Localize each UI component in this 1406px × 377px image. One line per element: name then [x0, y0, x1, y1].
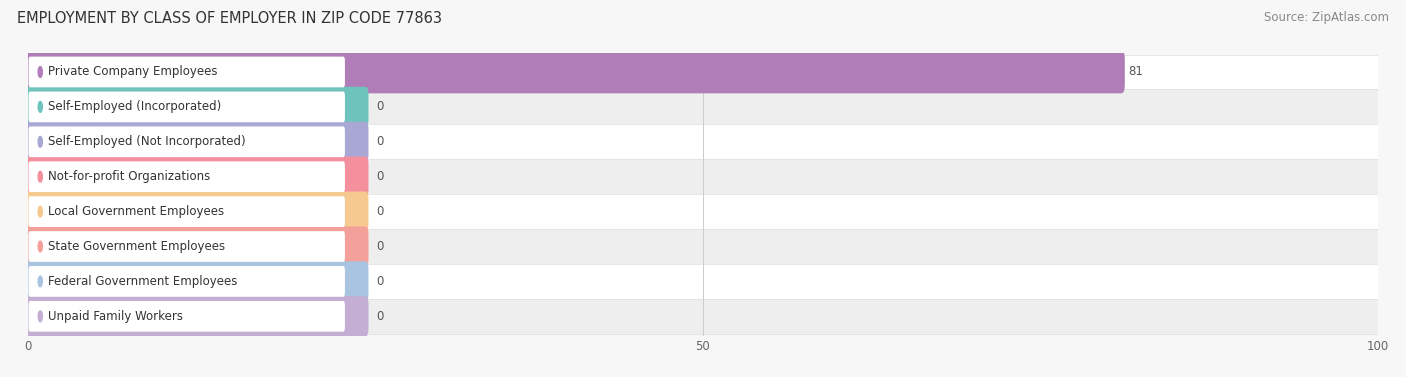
FancyBboxPatch shape: [14, 299, 1392, 334]
Text: Self-Employed (Incorporated): Self-Employed (Incorporated): [48, 100, 221, 113]
Circle shape: [38, 311, 42, 322]
FancyBboxPatch shape: [28, 231, 344, 262]
Text: Local Government Employees: Local Government Employees: [48, 205, 224, 218]
Text: 0: 0: [377, 100, 384, 113]
Text: Source: ZipAtlas.com: Source: ZipAtlas.com: [1264, 11, 1389, 24]
FancyBboxPatch shape: [14, 229, 1392, 264]
FancyBboxPatch shape: [25, 122, 368, 162]
Text: 0: 0: [377, 275, 384, 288]
FancyBboxPatch shape: [14, 55, 1392, 89]
Text: 0: 0: [377, 310, 384, 323]
FancyBboxPatch shape: [14, 194, 1392, 229]
FancyBboxPatch shape: [25, 51, 1125, 93]
Text: State Government Employees: State Government Employees: [48, 240, 225, 253]
Text: 0: 0: [377, 240, 384, 253]
FancyBboxPatch shape: [28, 126, 344, 157]
Text: Not-for-profit Organizations: Not-for-profit Organizations: [48, 170, 209, 183]
Circle shape: [38, 136, 42, 147]
FancyBboxPatch shape: [14, 124, 1392, 159]
FancyBboxPatch shape: [14, 89, 1392, 124]
Circle shape: [38, 171, 42, 182]
FancyBboxPatch shape: [14, 264, 1392, 299]
Text: Unpaid Family Workers: Unpaid Family Workers: [48, 310, 183, 323]
Text: EMPLOYMENT BY CLASS OF EMPLOYER IN ZIP CODE 77863: EMPLOYMENT BY CLASS OF EMPLOYER IN ZIP C…: [17, 11, 441, 26]
FancyBboxPatch shape: [25, 296, 368, 336]
Circle shape: [38, 206, 42, 217]
Text: 0: 0: [377, 135, 384, 148]
Text: 81: 81: [1128, 66, 1143, 78]
FancyBboxPatch shape: [28, 266, 344, 297]
Text: 0: 0: [377, 170, 384, 183]
Text: 0: 0: [377, 205, 384, 218]
FancyBboxPatch shape: [28, 161, 344, 192]
FancyBboxPatch shape: [25, 87, 368, 127]
FancyBboxPatch shape: [25, 227, 368, 267]
Circle shape: [38, 241, 42, 252]
FancyBboxPatch shape: [25, 261, 368, 302]
FancyBboxPatch shape: [28, 92, 344, 122]
Text: Self-Employed (Not Incorporated): Self-Employed (Not Incorporated): [48, 135, 245, 148]
Text: Federal Government Employees: Federal Government Employees: [48, 275, 238, 288]
FancyBboxPatch shape: [25, 192, 368, 232]
FancyBboxPatch shape: [28, 57, 344, 87]
Circle shape: [38, 276, 42, 287]
FancyBboxPatch shape: [28, 301, 344, 332]
Circle shape: [38, 101, 42, 112]
FancyBboxPatch shape: [25, 156, 368, 197]
Circle shape: [38, 67, 42, 77]
Text: Private Company Employees: Private Company Employees: [48, 66, 217, 78]
FancyBboxPatch shape: [28, 196, 344, 227]
FancyBboxPatch shape: [14, 159, 1392, 194]
